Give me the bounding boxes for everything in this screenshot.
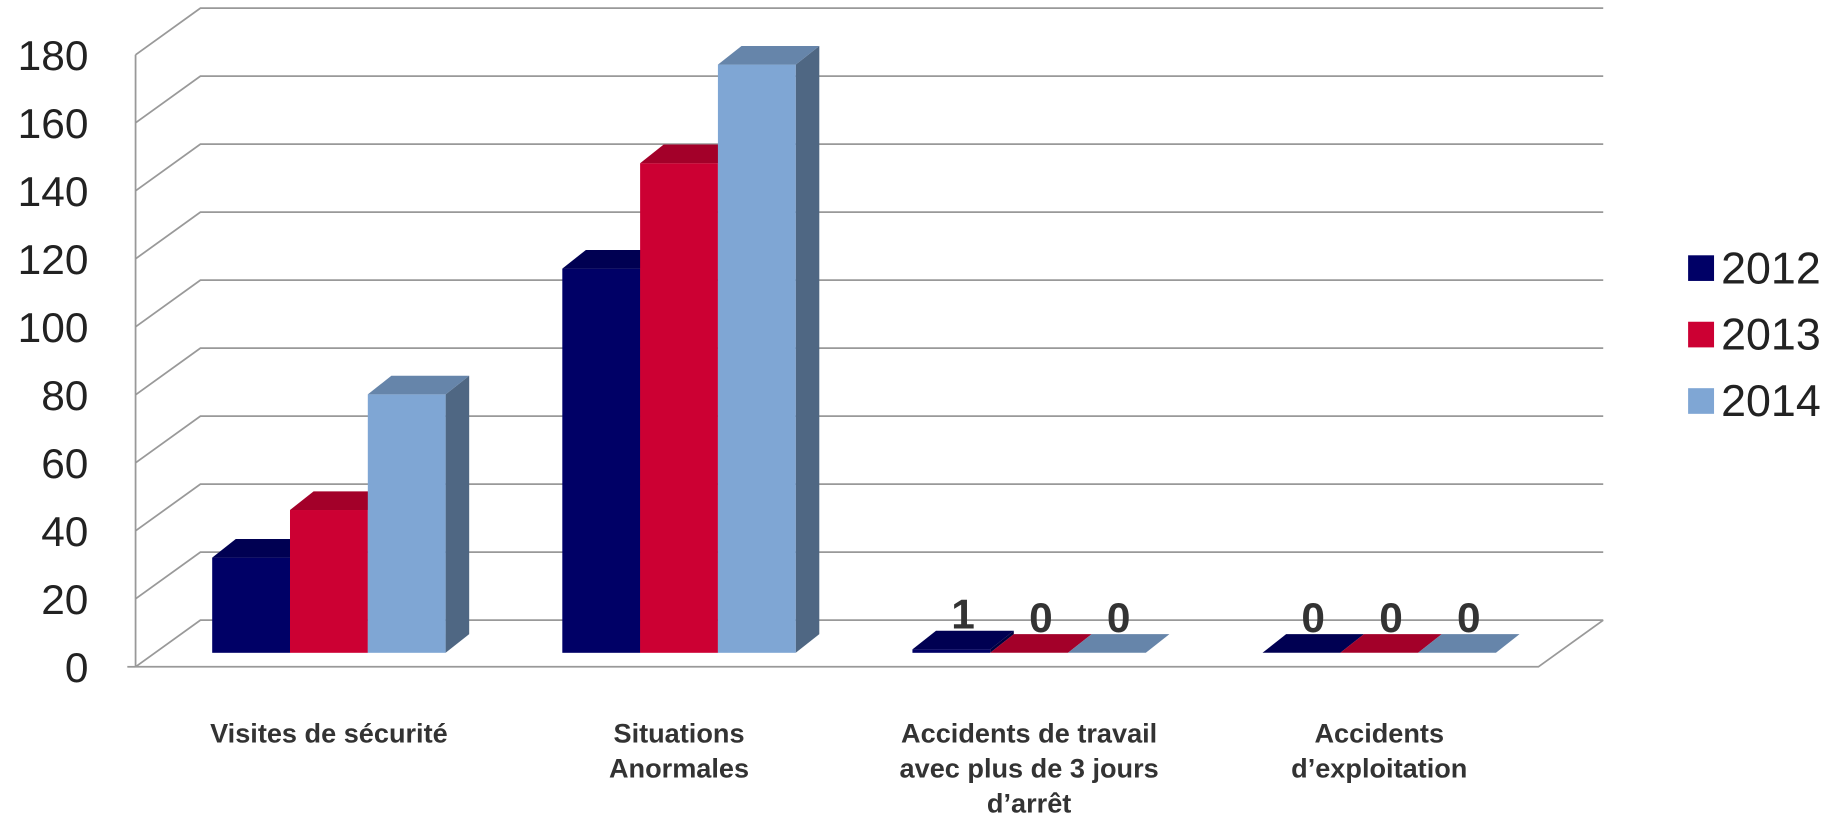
bar-front [640, 163, 718, 653]
bar-top [1340, 634, 1442, 653]
bar-front [717, 64, 796, 653]
data-label: 0 [1379, 594, 1403, 641]
bar [1068, 634, 1170, 653]
grid-line [135, 143, 1604, 192]
bar [717, 45, 820, 653]
y-tick-label: 80 [41, 372, 88, 419]
x-tick-label-box: Accidents de travail avec plus de 3 jour… [899, 718, 1159, 819]
legend-label: 2013 [1721, 311, 1821, 360]
y-tick-label: 0 [65, 644, 89, 691]
x-tick-label: Situations Anormales [608, 718, 750, 784]
bar [990, 634, 1092, 653]
bar [367, 375, 470, 653]
bar-top [990, 634, 1092, 653]
bar-top [640, 144, 742, 164]
bar-front [289, 510, 368, 653]
grid-line [135, 7, 1604, 56]
bar [1262, 634, 1364, 653]
legend-swatch [1688, 321, 1715, 348]
grid-line [135, 75, 1604, 124]
legend-swatch [1688, 388, 1715, 414]
bar-top [367, 375, 470, 395]
legend-label: 2014 [1721, 377, 1821, 426]
grid-line [135, 483, 1604, 532]
data-label: 1 [951, 591, 975, 638]
bar-top [562, 249, 664, 269]
bar [1418, 634, 1520, 653]
bar-front [367, 394, 446, 653]
y-tick-label: 180 [18, 32, 89, 79]
bar-top [1418, 634, 1520, 653]
y-tick-label: 140 [18, 168, 89, 215]
y-tick-label: 100 [18, 304, 89, 351]
bar [912, 630, 1014, 653]
bar [1340, 634, 1442, 653]
x-tick-label: Accidents de travail avec plus de 3 jour… [899, 718, 1159, 819]
y-tick-label: 120 [18, 236, 89, 283]
data-label: 0 [1107, 594, 1131, 641]
bar-top [212, 538, 314, 558]
legend-swatch [1688, 255, 1715, 281]
bar-top [717, 45, 820, 65]
bar-side [795, 45, 820, 653]
y-tick-label: 160 [18, 100, 89, 147]
bar-top [1262, 634, 1364, 653]
bar-top [912, 630, 1014, 650]
grid-line [135, 551, 1604, 600]
grid-line [135, 279, 1604, 328]
data-label: 0 [1301, 594, 1325, 641]
floor-edge [135, 619, 1604, 668]
x-tick-label: Accidents d’exploitation [1291, 718, 1468, 784]
data-label: 0 [1029, 594, 1053, 641]
x-tick-label-box: Situations Anormales [608, 718, 750, 784]
y-tick-label: 60 [41, 440, 88, 487]
data-label: 0 [1457, 594, 1481, 641]
x-tick-label-box: Visites de sécurité [210, 718, 448, 749]
y-tick-label: 40 [41, 508, 88, 555]
bar-front [562, 268, 641, 653]
bar-front [212, 557, 290, 653]
bar-top [1068, 634, 1170, 653]
grid-line [135, 347, 1604, 396]
bar-side [990, 630, 1014, 653]
grid-line [135, 211, 1604, 260]
bar-front [912, 649, 991, 653]
grid-line [135, 415, 1604, 464]
bar-side [445, 375, 470, 653]
legend-label: 2012 [1721, 244, 1821, 293]
bar-top [289, 491, 392, 511]
grid-line [135, 619, 1604, 668]
y-tick-label: 20 [41, 576, 88, 623]
x-tick-label-box: Accidents d’exploitation [1291, 718, 1468, 784]
x-tick-label: Visites de sécurité [210, 718, 448, 749]
